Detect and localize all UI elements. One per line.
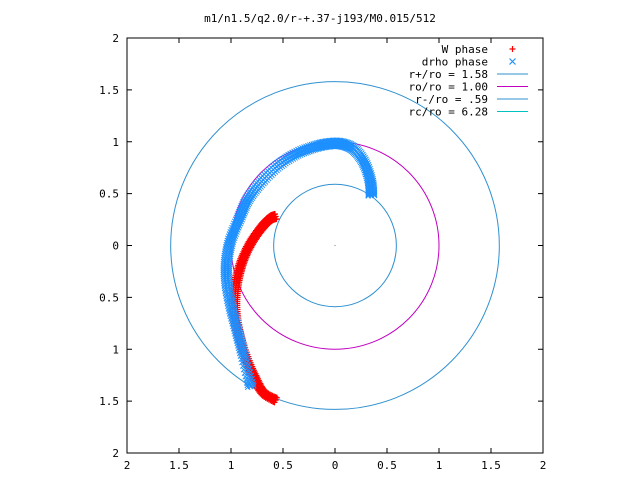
x-tick-label: 0.5 [273,459,293,472]
y-tick-label: 0.5 [99,291,119,304]
drho-phase-point [303,150,310,156]
y-tick-label: 0 [112,240,119,253]
legend-drho-phase-marker [509,58,516,65]
reference-circles [170,81,500,410]
legend-r-c-label: rc/ro = 6.28 [409,106,488,119]
circle-r-plus [170,81,500,410]
drho-phase-point [359,162,365,169]
y-tick-label: 1.5 [99,395,119,408]
legend-r-plus-label: r+/ro = 1.58 [409,68,488,81]
drho-phase-point [244,354,251,361]
origin-dot [334,244,336,247]
legend-w-phase-marker [509,46,516,52]
drho-phase-point [230,239,237,246]
x-tick-label: 1.5 [481,459,501,472]
drho-phase-point [231,237,237,244]
series-drho-phase [220,137,378,391]
legend-r-o-label: ro/ro = 1.00 [409,81,488,94]
circle-r-minus [273,183,397,308]
axis-ticks: 2 1.5 1 0.5 0 0.5 1 1.5 221.510.500.511.52 [99,32,546,472]
x-tick-label: 0.5 [377,459,397,472]
y-tick-label: 0.5 [99,188,119,201]
y-tick-label: 2 [112,447,119,460]
x-tick-label: 2 [124,459,131,472]
x-tick-label: 1 [228,459,235,472]
drho-phase-point [359,164,366,171]
drho-phase-point [361,167,368,174]
drho-phase-point [305,149,311,156]
x-tick-label: 1.5 [169,459,189,472]
w-phase-point [273,394,280,401]
drho-phase-point [250,383,257,389]
chart-title: m1/n1.5/q2.0/r-+.37-j193/M0.015/512 [204,12,436,25]
data-series [220,137,378,406]
legend-r-minus-label: r-/ro = .59 [415,93,488,106]
y-tick-label: 1.5 [99,84,119,97]
x-tick-label: 1 [436,459,443,472]
x-tick-label: 0 [332,459,339,472]
y-tick-label: 1 [112,343,119,356]
x-tick-label: 2 [540,459,547,472]
drho-phase-point [360,166,367,172]
legend-w-phase-label: W phase [442,43,488,56]
y-tick-label: 2 [112,32,119,45]
legend-drho-phase-label: drho phase [422,56,488,69]
y-tick-label: 1 [112,136,119,149]
